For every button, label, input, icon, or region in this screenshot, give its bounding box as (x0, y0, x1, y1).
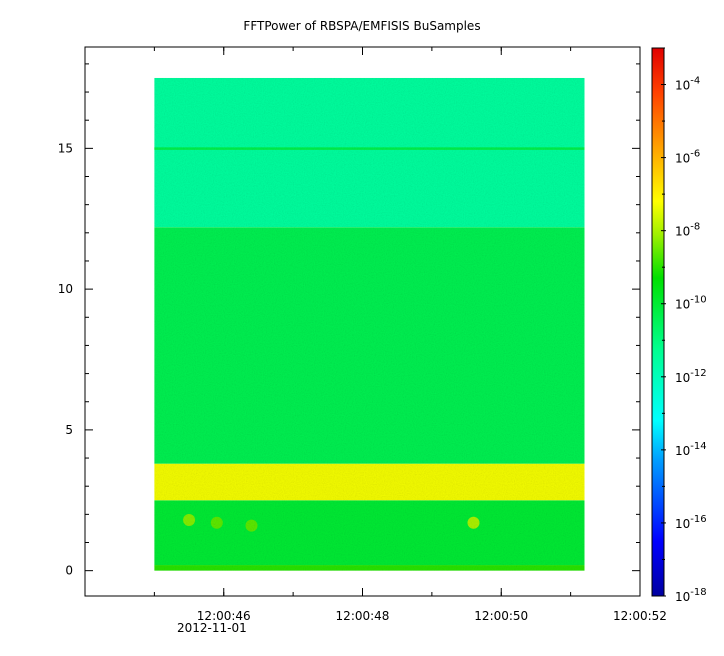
date-label: 2012-11-01 (177, 621, 247, 635)
colorbar: 10-18 10-16 10-14 10-12 10-10 10-8 10-6 10-4 (651, 47, 707, 604)
heatmap-band (154, 500, 585, 566)
colorbar-gradient (651, 47, 665, 597)
y-axis: 0 5 10 15 (58, 63, 640, 578)
x-tick-label: 12:00:46 (197, 609, 251, 623)
colorbar-tick-label: 10-16 (675, 514, 707, 531)
colorbar-tick-label: 10-4 (675, 76, 700, 93)
colorbar-tick-label: 10-12 (675, 368, 707, 385)
colorbar-tick-label: 10-6 (675, 149, 700, 166)
heatmap-band (154, 77, 585, 228)
heatmap-band (154, 565, 585, 571)
colorbar-tick-label: 10-10 (675, 295, 707, 312)
chart-title: FFTPower of RBSPA/EMFISIS BuSamples (243, 19, 480, 33)
colorbar-tick-label: 10-18 (675, 587, 707, 604)
heatmap-spot (183, 513, 196, 526)
y-tick-label: 15 (58, 141, 73, 155)
colorbar-tick-label: 10-8 (675, 222, 700, 239)
y-tick-label: 10 (58, 282, 73, 296)
heatmap-band (154, 227, 585, 464)
heatmap-layer (154, 77, 585, 571)
y-tick-label: 0 (65, 564, 73, 578)
heatmap-spot (245, 519, 258, 532)
heatmap-spot (210, 516, 223, 529)
y-tick-label: 5 (65, 423, 73, 437)
heatmap-spot (467, 516, 480, 529)
heatmap-band (154, 463, 585, 501)
colorbar-tick-label: 10-14 (675, 441, 707, 458)
x-axis: 12:00:46 12:00:48 12:00:50 12:00:52 (84, 47, 667, 623)
x-tick-label: 12:00:52 (613, 609, 667, 623)
x-tick-label: 12:00:50 (474, 609, 528, 623)
heatmap-line-feature (154, 147, 585, 150)
x-tick-label: 12:00:48 (336, 609, 390, 623)
colorbar-ticks: 10-18 10-16 10-14 10-12 10-10 10-8 10-6 10-4 (661, 47, 707, 604)
